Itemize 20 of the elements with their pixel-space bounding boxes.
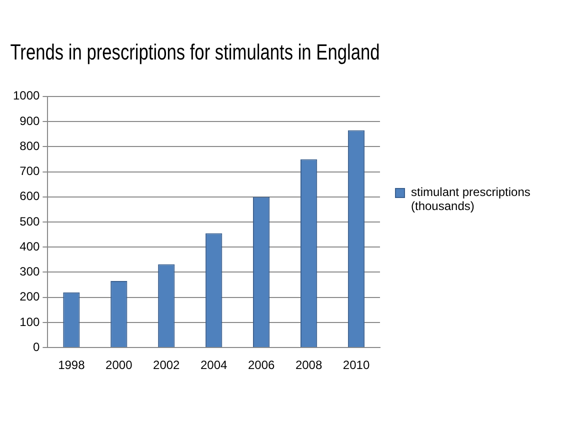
y-tick-label: 1000 <box>12 88 40 103</box>
x-tick-label: 1998 <box>58 358 86 372</box>
y-tick-label: 800 <box>20 138 40 153</box>
y-tick-label: 200 <box>20 290 40 304</box>
y-tick-label: 900 <box>20 114 40 128</box>
x-tick-label: 2010 <box>342 358 370 372</box>
x-tick-label: 2008 <box>295 358 322 372</box>
x-tick-label: 2002 <box>153 358 180 372</box>
y-tick-label: 400 <box>20 239 40 254</box>
y-tick-label: 700 <box>20 164 40 178</box>
y-tick-label: 600 <box>20 189 40 204</box>
y-tick-label: 500 <box>20 214 40 228</box>
x-tick-label: 2004 <box>200 358 228 372</box>
x-tick-label: 2006 <box>248 358 275 372</box>
x-tick-label: 2000 <box>106 358 133 372</box>
y-tick-label: 300 <box>20 264 40 279</box>
y-tick-label: 0 <box>33 340 40 354</box>
chart-title: Trends in prescriptions for stimulants in England <box>10 40 380 65</box>
y-tick-label: 100 <box>20 314 40 329</box>
legend-label: stimulant prescriptions (thousands) <box>411 185 532 213</box>
